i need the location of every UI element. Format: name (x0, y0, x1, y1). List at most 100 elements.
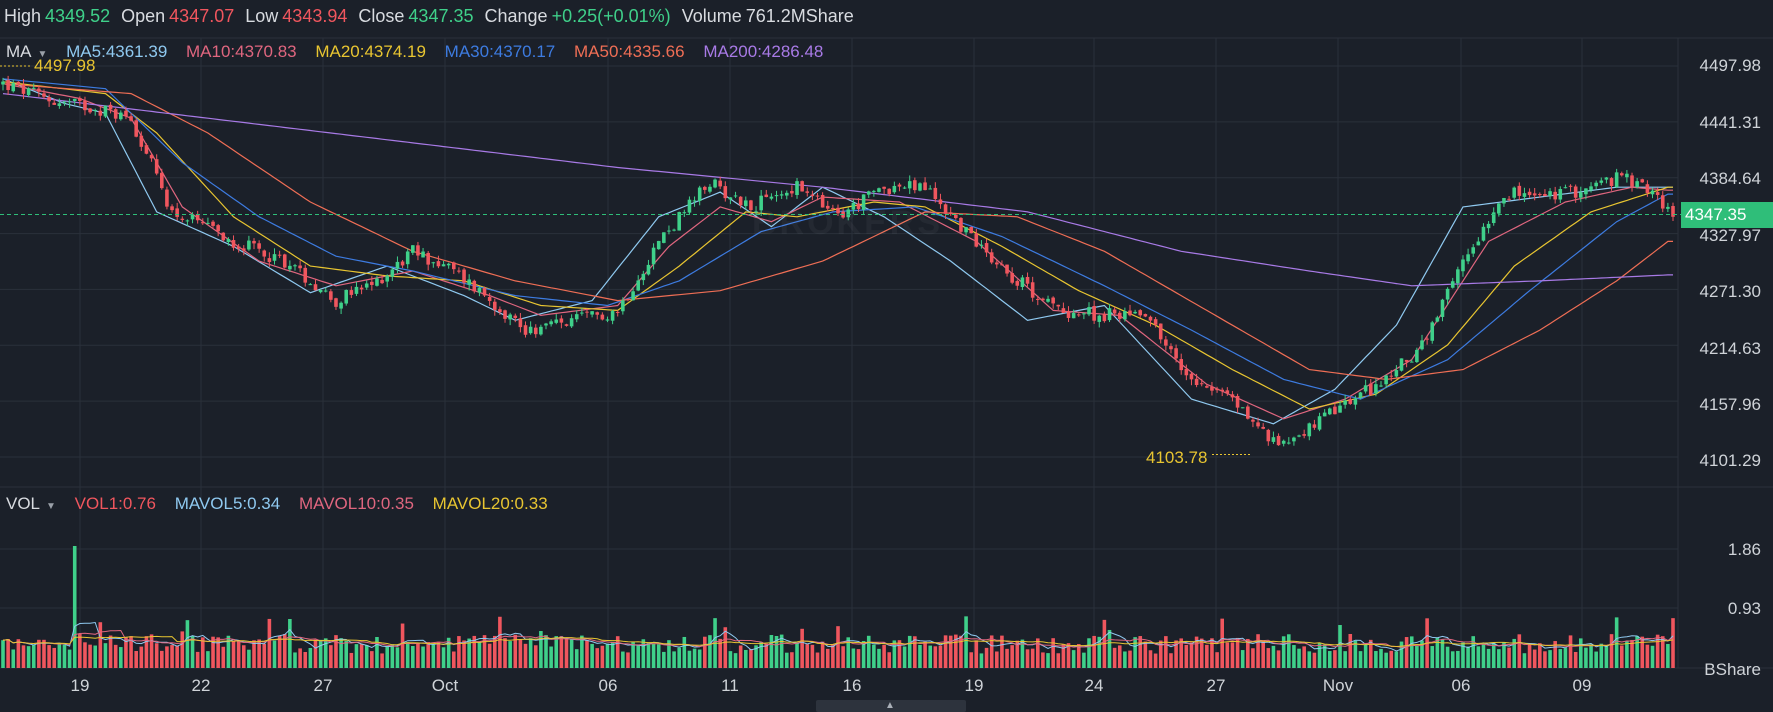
volume-bar (902, 646, 907, 668)
volume-bar (1486, 648, 1491, 668)
volume-bar (1097, 636, 1102, 668)
candle-body (390, 269, 395, 277)
volume-bar (185, 620, 190, 668)
volume-bar (795, 642, 799, 668)
volume-bar (841, 646, 845, 668)
volume-bar (1287, 634, 1291, 668)
volume-bar (943, 635, 948, 668)
volume-bar (1399, 641, 1404, 668)
candle-body (564, 324, 569, 326)
candle-body (974, 233, 979, 247)
volume-bar (272, 640, 277, 668)
volume-bar (262, 643, 267, 668)
volume-bar (1215, 652, 1219, 668)
candle-body (267, 258, 272, 263)
volume-bar (779, 634, 784, 668)
volume-bar (907, 635, 912, 668)
candle-body (108, 104, 113, 110)
candle-body (1307, 423, 1312, 437)
chevron-down-icon[interactable]: ▼ (37, 49, 48, 60)
volume-bar (569, 639, 574, 668)
candle-body (11, 83, 16, 92)
candle-body (344, 289, 349, 304)
volume-tick: 1.86 (1727, 540, 1761, 559)
volume-bar (1563, 648, 1568, 668)
candle-body (672, 229, 676, 231)
timeline-scroll-handle[interactable]: ▲ (816, 700, 966, 712)
volume-bar (216, 637, 220, 668)
vol-indicator-select[interactable]: VOL (6, 494, 41, 513)
price-tick: 4327.97 (1699, 226, 1761, 245)
candle-body (820, 195, 825, 208)
volume-bar (1389, 650, 1394, 668)
volume-bar (718, 638, 722, 668)
candle-body (380, 279, 384, 284)
candle-body (626, 298, 630, 300)
volume-bar (605, 643, 610, 668)
volume-bar (1153, 653, 1158, 668)
candle-body (590, 311, 594, 315)
volume-bar (1420, 640, 1424, 668)
ma-indicator-select[interactable]: MA (6, 42, 32, 61)
candle-body (303, 267, 308, 283)
volume-bar (487, 643, 492, 668)
chevron-up-icon[interactable]: ▲ (885, 700, 895, 711)
candle-body (400, 261, 405, 266)
volume-bar (769, 635, 774, 668)
candle-body (1169, 346, 1173, 350)
candle-body (621, 300, 625, 312)
volume-bar (1, 640, 5, 668)
volume-bar (1292, 645, 1296, 668)
volume-bar (1076, 644, 1081, 668)
volume-bar (877, 648, 881, 668)
volume-bar (959, 635, 963, 668)
volume-bar (267, 618, 272, 668)
candle-body (37, 88, 41, 92)
candle-body (1476, 241, 1481, 246)
candle-body (1548, 191, 1552, 196)
candle-body (216, 225, 220, 232)
volume-bar (1333, 650, 1337, 668)
volume-bar (1594, 651, 1598, 668)
candle-body (329, 291, 333, 300)
candle-body (631, 291, 635, 301)
candle-body (1589, 186, 1593, 191)
volume-bar (416, 643, 420, 668)
candle-body (323, 290, 328, 292)
chevron-down-icon[interactable]: ▼ (46, 501, 56, 512)
candle-body (1543, 193, 1547, 197)
volume-bar (1148, 650, 1153, 668)
ma200-line (2, 93, 1673, 287)
candle-body (1604, 177, 1609, 180)
candle-body (149, 154, 154, 159)
volume-bar (1379, 648, 1383, 668)
candle-body (221, 232, 226, 241)
candle-body (1123, 311, 1127, 320)
volume-bar (370, 651, 374, 668)
volume-bar (1671, 618, 1675, 668)
candle-body (825, 205, 830, 209)
price-tick: 4384.64 (1699, 169, 1761, 188)
volume-bar (134, 650, 138, 668)
volume-bar (923, 641, 927, 668)
candle-body (1471, 247, 1476, 254)
candle-body (1538, 194, 1542, 196)
candle-body (446, 263, 451, 266)
ma20-value: MA20:4374.19 (315, 42, 426, 61)
candle-body (154, 159, 159, 174)
candle-body (492, 301, 497, 310)
volume-bar (103, 643, 108, 668)
candle-body (308, 284, 313, 286)
volume-bar (1368, 639, 1373, 668)
volume-bar (226, 635, 231, 668)
volume-bar (1409, 636, 1414, 668)
candle-body (467, 279, 471, 285)
volume-bar (1343, 651, 1347, 668)
candle-body (1153, 319, 1158, 325)
volume-bar (626, 652, 630, 668)
candle-body (1133, 311, 1137, 314)
candle-body (805, 191, 810, 193)
candle-body (1650, 190, 1655, 195)
volume-bar (1092, 635, 1096, 668)
